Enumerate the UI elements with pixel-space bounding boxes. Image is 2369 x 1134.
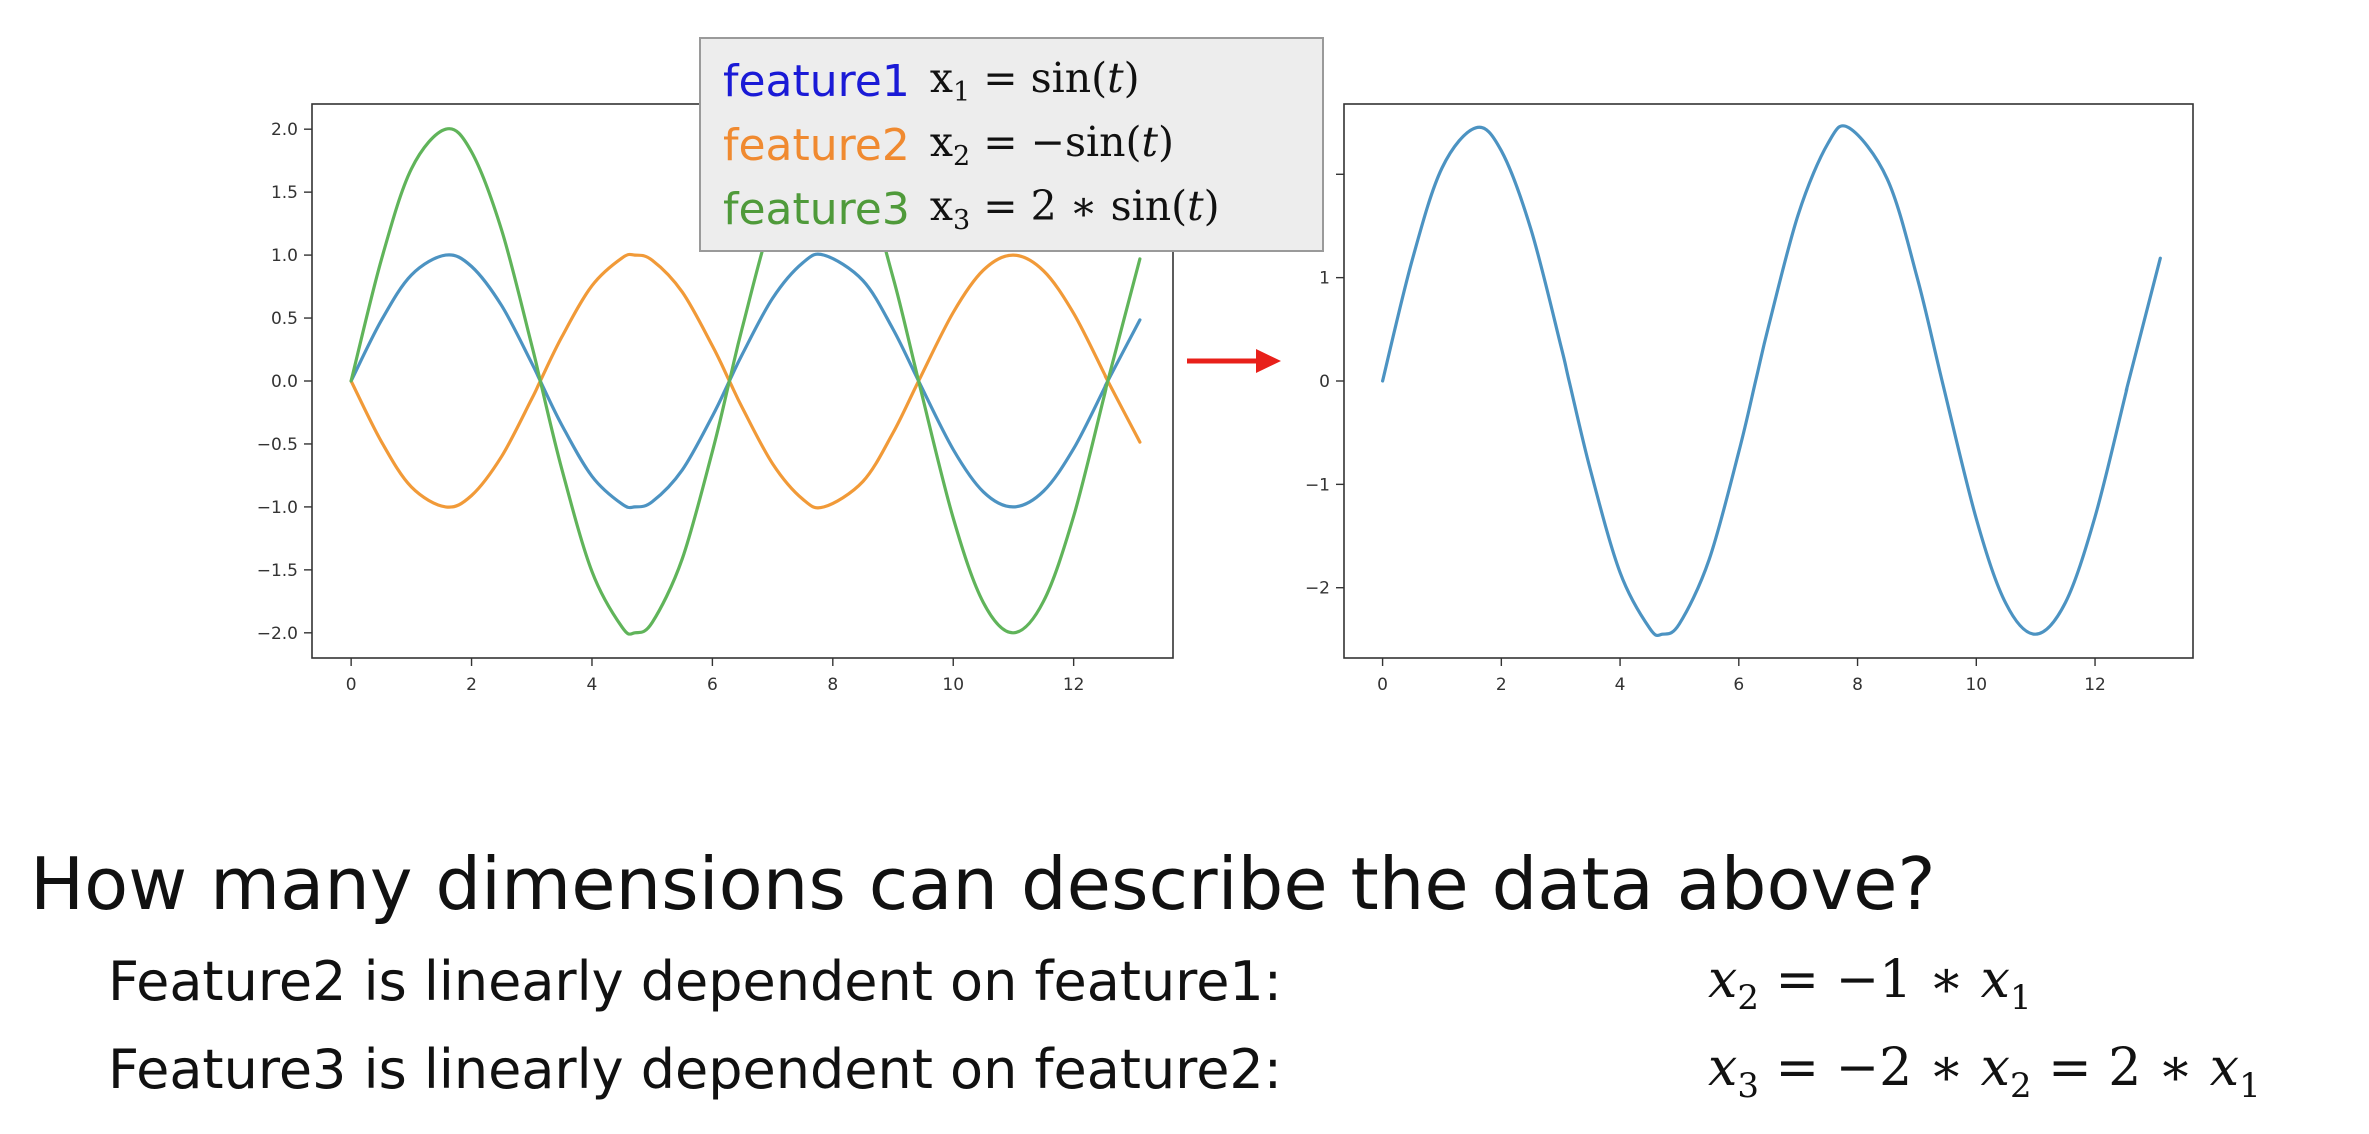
y-tick-label: −1.5 <box>257 561 298 581</box>
y-tick-label: −0.5 <box>257 435 298 455</box>
plot-frame <box>1343 103 2194 659</box>
x-tick-label: 2 <box>1496 675 1507 695</box>
legend-equation: x2 = −sin(t) <box>929 118 1174 172</box>
y-tick-label: 1.0 <box>271 246 298 266</box>
x-tick-label: 10 <box>1965 675 1987 695</box>
y-tick-label: −2 <box>1305 579 1330 599</box>
x-tick-label: 8 <box>827 675 838 695</box>
series-line-2 <box>349 252 1142 510</box>
x-tick-label: 2 <box>466 675 477 695</box>
legend-label: feature3 <box>723 183 910 235</box>
question-heading: How many dimensions can describe the dat… <box>30 842 1936 926</box>
y-tick-label: −1.0 <box>257 498 298 518</box>
dependency-statement-2: Feature3 is linearly dependent on featur… <box>108 1038 1282 1101</box>
y-tick-label: −2.0 <box>257 624 298 644</box>
x-tick-label: 12 <box>2084 675 2106 695</box>
legend-label: feature1 <box>723 55 910 107</box>
x-tick-label: 12 <box>1063 675 1085 695</box>
x-tick-label: 4 <box>1615 675 1626 695</box>
legend-label: feature2 <box>723 119 910 171</box>
y-tick-label: 1 <box>1319 269 1330 289</box>
x-tick-label: 4 <box>587 675 598 695</box>
y-tick-label: 0.0 <box>271 372 298 392</box>
dependency-equation-1: x2 = −1 ∗ x1 <box>1708 950 2032 1018</box>
legend-entry-feature3: feature3 x3 = 2 ∗ sin(t) <box>723 177 1322 241</box>
y-tick-label: 2.0 <box>271 120 298 140</box>
red-arrow-icon <box>1187 349 1281 373</box>
legend-equation: x1 = sin(t) <box>929 54 1140 108</box>
x-tick-label: 6 <box>1733 675 1744 695</box>
y-tick-label: 0.5 <box>271 309 298 329</box>
legend-entry-feature2: feature2 x2 = −sin(t) <box>723 113 1322 177</box>
y-tick-label: 0 <box>1319 372 1330 392</box>
left-chart: 0 2 4 6 8 10 12 2.0 1.5 1.0 0.5 0.0 −0.5 −1.0 −1.5 −2.0 <box>257 103 1174 695</box>
x-tick-label: 8 <box>1852 675 1863 695</box>
charts-canvas: 0 2 4 6 8 10 122.01.51.00.50.0−0.5−1.0−1.5−2.0… <box>257 103 2194 695</box>
x-tick-label: 0 <box>346 675 357 695</box>
legend-entry-feature1: feature1 x1 = sin(t) <box>723 49 1322 113</box>
series-line-3 <box>349 125 1142 636</box>
dependency-equation-2: x3 = −2 ∗ x2 = 2 ∗ x1 <box>1708 1038 2261 1106</box>
dependency-statement-1: Feature2 is linearly dependent on featur… <box>108 950 1282 1013</box>
y-tick-label: 1.5 <box>271 183 298 203</box>
series-line-1 <box>349 252 1142 510</box>
x-tick-label: 0 <box>1377 675 1388 695</box>
legend-equation: x3 = 2 ∗ sin(t) <box>929 182 1220 236</box>
series-line-1 <box>1381 124 2162 638</box>
x-tick-label: 6 <box>707 675 718 695</box>
y-tick-label: −1 <box>1305 475 1330 495</box>
x-tick-label: 10 <box>942 675 964 695</box>
legend: feature1 x1 = sin(t) feature2 x2 = −sin(… <box>699 37 1324 252</box>
